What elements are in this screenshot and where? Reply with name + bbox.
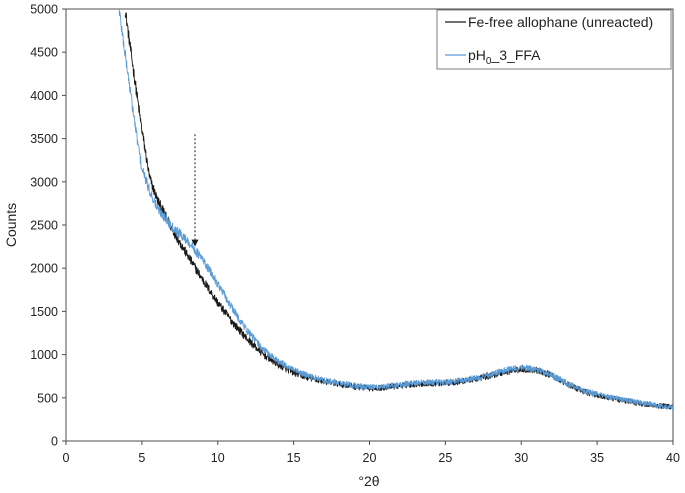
x-axis-title: °2θ <box>358 473 379 489</box>
y-tick-label: 2000 <box>30 262 58 276</box>
series-layer <box>118 9 673 411</box>
plot-area <box>65 8 674 442</box>
y-axis-title: Counts <box>3 203 19 247</box>
annotation-arrow-head <box>191 239 199 247</box>
ticks-layer: 0 5 10 15 20 25 30 35 40 0 500 1000 1500 2000 2500 3000… <box>30 3 680 466</box>
y-tick-label: 4000 <box>30 89 58 103</box>
y-tick-label: 3000 <box>30 175 58 189</box>
y-tick-label: 3500 <box>30 132 58 146</box>
x-tick-label: 10 <box>211 451 225 465</box>
y-tick-label: 1500 <box>30 305 58 319</box>
x-tick-label: 30 <box>514 451 528 465</box>
legend-label-fe-free-allophane: Fe-free allophane (unreacted) <box>468 14 653 30</box>
legend-label-ph0-3-ffa-rest: _3_FFA <box>490 47 541 63</box>
annotation-layer <box>191 134 199 247</box>
x-tick-label: 35 <box>590 451 604 465</box>
y-tick-label: 1000 <box>30 348 58 362</box>
y-tick-label: 0 <box>51 435 58 449</box>
series-line-fe-free-allophane <box>124 12 673 410</box>
x-tick-label: 20 <box>363 451 377 465</box>
plot-border <box>65 8 674 442</box>
y-tick-label: 500 <box>37 391 58 405</box>
legend: Fe-free allophane (unreacted) pH0_3_FFA <box>436 9 672 70</box>
series-line-ph0-3-ffa <box>118 9 673 411</box>
legend-label-ph0-3-ffa-sub: 0 <box>486 56 492 67</box>
legend-label-ph0-3-ffa: pH0_3_FFA <box>468 47 541 67</box>
legend-box <box>436 9 672 70</box>
y-tick-label: 2500 <box>30 219 58 233</box>
x-tick-label: 0 <box>63 451 70 465</box>
y-tick-label: 5000 <box>30 3 58 17</box>
y-tick-label: 4500 <box>30 46 58 60</box>
legend-label-ph0-3-ffa-main: pH <box>468 47 486 63</box>
x-tick-label: 25 <box>438 451 452 465</box>
x-tick-label: 15 <box>287 451 301 465</box>
x-tick-label: 5 <box>138 451 145 465</box>
x-tick-label: 40 <box>666 451 680 465</box>
